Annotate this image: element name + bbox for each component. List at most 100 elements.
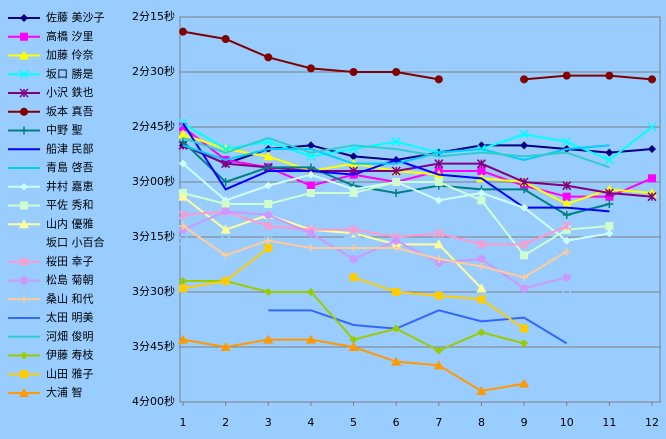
marker — [604, 188, 614, 198]
y-tick-label: 3分30秒 — [132, 284, 175, 298]
marker — [221, 35, 230, 43]
x-tick-label: 7 — [435, 416, 442, 429]
marker — [349, 225, 359, 235]
marker — [392, 178, 401, 186]
series-line — [182, 210, 567, 290]
legend-label: 大浦 智 — [46, 385, 83, 399]
marker — [349, 152, 358, 161]
marker — [562, 192, 571, 201]
marker — [647, 122, 657, 132]
marker — [264, 200, 273, 208]
marker — [178, 334, 188, 344]
legend-label: 坂本 真吾 — [46, 104, 94, 118]
y-tick-label: 3分15秒 — [132, 229, 175, 243]
marker — [392, 244, 401, 252]
marker — [519, 177, 529, 187]
x-tick-label: 12 — [645, 416, 659, 429]
marker — [520, 203, 529, 212]
marker — [476, 239, 486, 249]
marker — [19, 88, 29, 98]
marker — [20, 276, 28, 285]
marker — [220, 224, 231, 234]
marker — [221, 251, 230, 260]
marker — [178, 236, 188, 246]
y-tick-label: 2分30秒 — [132, 64, 175, 78]
marker — [434, 178, 443, 186]
legend-label: 山内 優雅 — [46, 216, 94, 230]
legend-label: 船津 民部 — [46, 141, 94, 155]
marker — [562, 247, 571, 256]
legend-label: 伊藤 寿枝 — [46, 348, 94, 362]
marker — [392, 288, 401, 296]
marker — [434, 255, 443, 263]
marker — [605, 200, 614, 208]
marker — [520, 273, 529, 282]
y-tick-label: 3分45秒 — [132, 339, 175, 353]
y-tick-label: 4分00秒 — [132, 394, 175, 408]
y-tick-label: 2分45秒 — [132, 119, 175, 133]
marker — [647, 192, 657, 202]
marker — [179, 284, 187, 293]
legend-label: 桜田 幸子 — [46, 254, 94, 268]
marker — [221, 236, 231, 246]
x-tick-label: 8 — [478, 416, 485, 429]
marker — [434, 228, 444, 238]
x-tick-label: 5 — [350, 416, 357, 429]
marker — [306, 170, 315, 179]
marker — [433, 239, 444, 249]
marker — [434, 75, 443, 84]
marker — [519, 239, 529, 249]
marker — [19, 238, 29, 248]
series-line — [182, 195, 483, 290]
marker — [20, 32, 28, 41]
marker — [562, 283, 572, 293]
marker — [477, 167, 486, 175]
legend-label: 佐藤 美沙子 — [46, 10, 105, 24]
x-tick-label: 9 — [521, 416, 528, 429]
marker — [306, 288, 315, 296]
marker — [392, 324, 401, 333]
marker — [392, 236, 401, 245]
marker — [221, 200, 230, 208]
marker — [349, 273, 358, 282]
marker — [520, 185, 529, 194]
legend-label: 太田 明美 — [46, 311, 94, 324]
marker — [179, 27, 187, 36]
x-tick-label: 2 — [222, 416, 229, 429]
marker — [19, 69, 29, 79]
marker — [264, 211, 273, 219]
marker — [264, 288, 273, 296]
marker — [477, 189, 486, 197]
series-line — [182, 225, 568, 279]
marker — [477, 255, 486, 263]
marker — [605, 148, 614, 157]
series-line — [182, 122, 610, 213]
marker — [305, 334, 316, 344]
marker — [605, 71, 614, 80]
legend-label: 平佐 秀和 — [46, 198, 94, 212]
series-line — [182, 144, 610, 165]
marker — [562, 181, 572, 191]
marker — [434, 291, 443, 300]
series-line — [182, 136, 610, 169]
marker — [178, 191, 188, 201]
legend-label: 坂口 勝是 — [46, 66, 94, 80]
marker — [477, 295, 486, 304]
marker — [19, 50, 29, 60]
marker — [648, 145, 656, 153]
x-tick-label: 3 — [265, 416, 272, 429]
marker — [20, 107, 28, 116]
marker — [562, 273, 571, 282]
marker — [562, 211, 571, 219]
legend-label: 青島 啓吾 — [46, 160, 94, 174]
marker — [562, 236, 571, 245]
x-tick-label: 10 — [560, 416, 574, 429]
marker — [604, 155, 614, 165]
marker — [221, 178, 230, 186]
marker — [520, 324, 529, 333]
marker — [349, 189, 358, 197]
marker — [19, 219, 29, 229]
marker — [306, 151, 316, 161]
x-tick-label: 1 — [180, 416, 187, 429]
